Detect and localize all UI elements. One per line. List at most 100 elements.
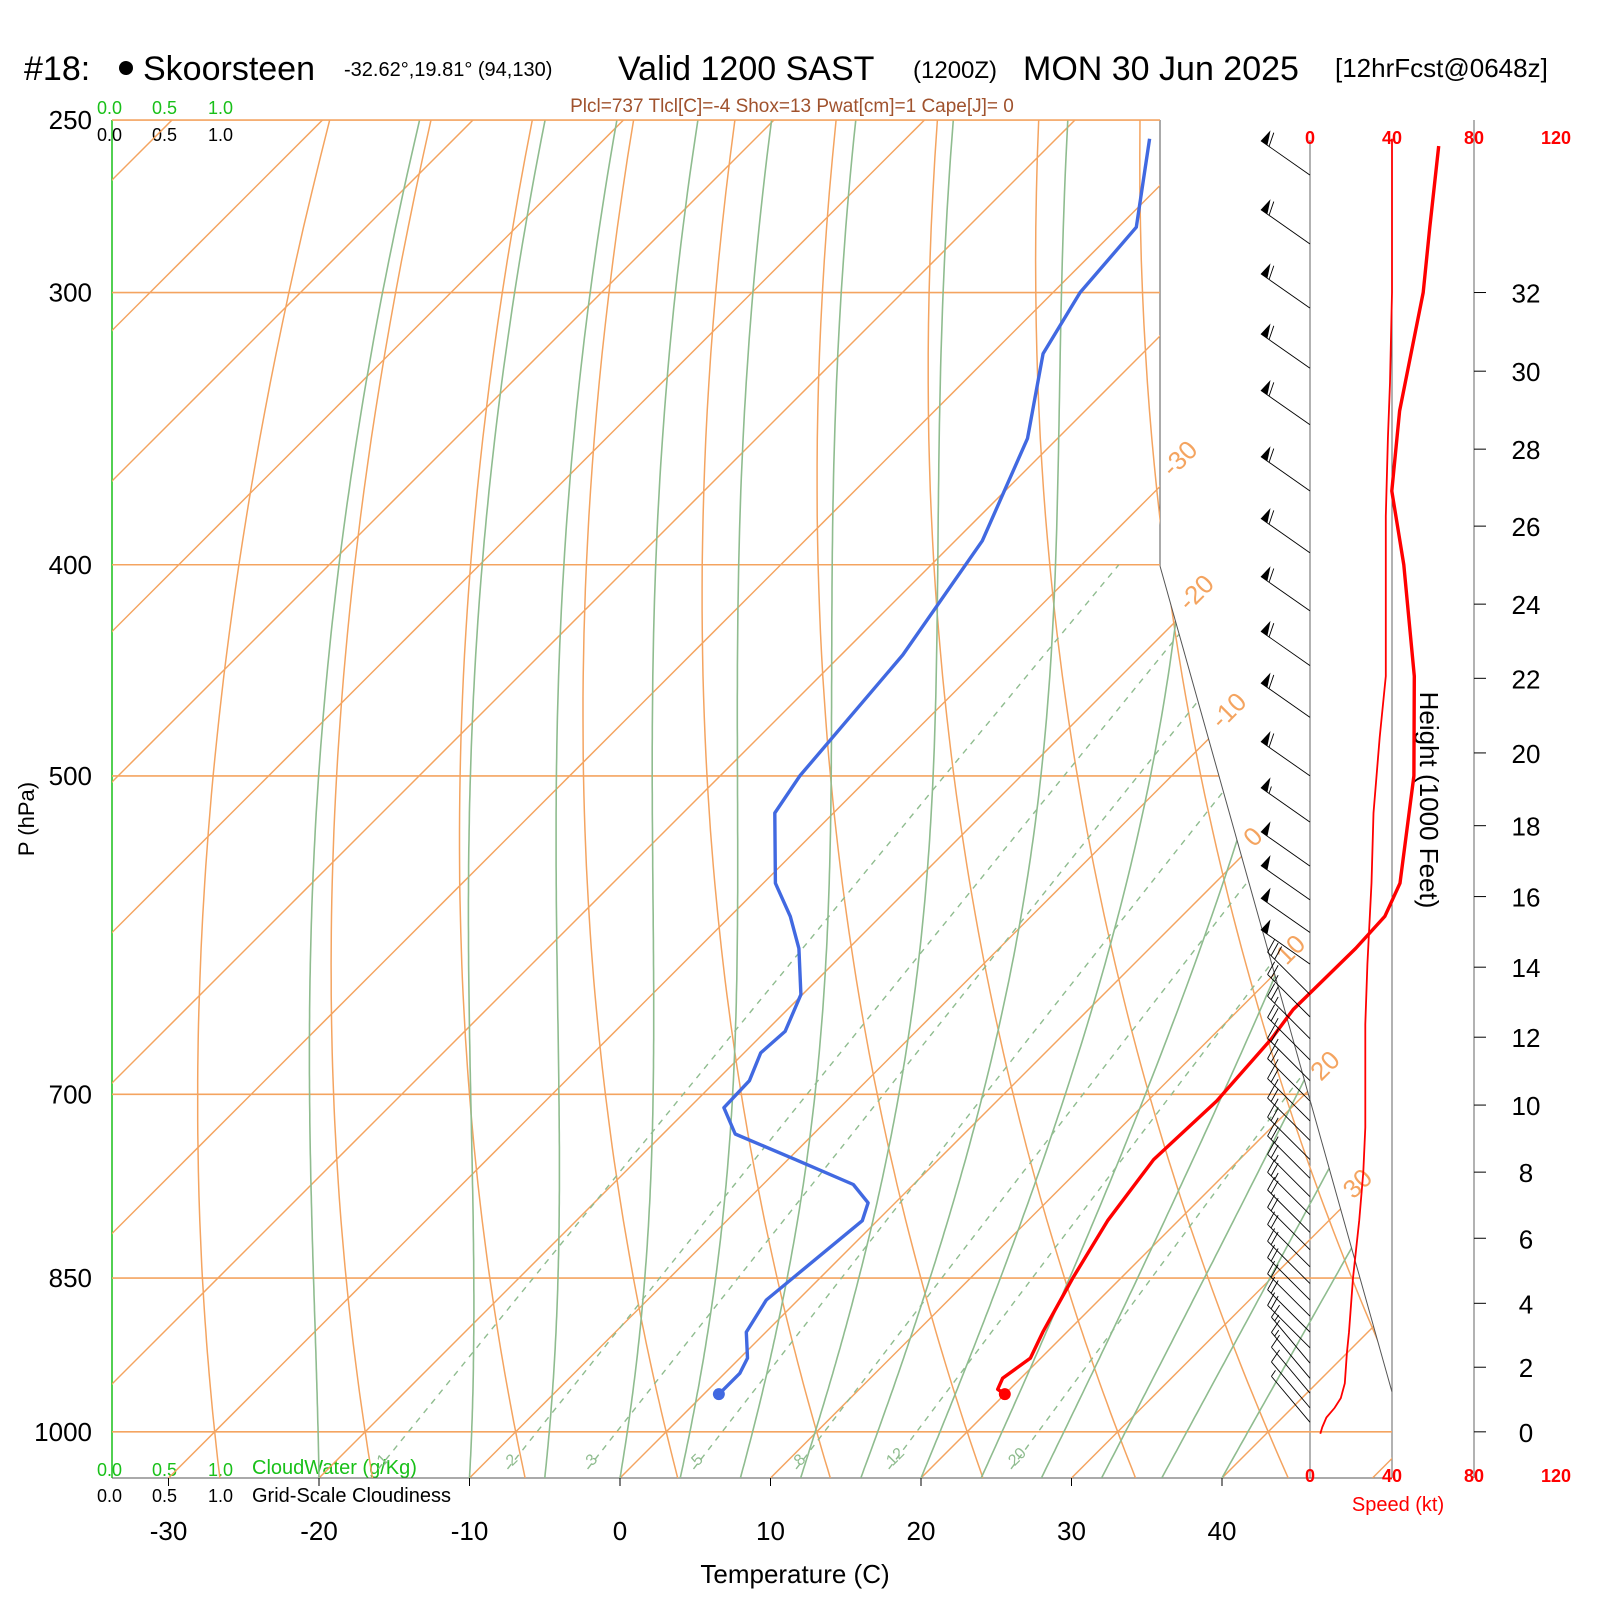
wind-barb-staff (1267, 974, 1311, 1018)
pressure-tick-label: 700 (49, 1079, 92, 1109)
wind-barb-staff (1260, 630, 1311, 667)
wind-barb-full (1270, 1180, 1279, 1194)
mixing-ratio-label: 2 (503, 1451, 521, 1469)
station-name: Skoorsteen (143, 50, 315, 88)
moist-adiabat-line (1040, 120, 1392, 1478)
moist-adiabat-line (799, 120, 955, 1478)
wind-barb (1271, 1349, 1311, 1409)
dry-adiabat-line (1444, 120, 1600, 1478)
cloudiness-tick-top: 1.0 (208, 125, 233, 145)
cloudiness-label: Grid-Scale Cloudiness (252, 1485, 451, 1507)
wind-barb-full (1268, 201, 1275, 216)
isotherm-label: 10 (1270, 929, 1312, 971)
wind-barb-full (1268, 382, 1275, 397)
height-tick-label: 20 (1512, 739, 1541, 769)
wind-barb-full (1267, 1194, 1276, 1208)
wind-barb-flag (1260, 919, 1271, 935)
wind-barb-staff (1267, 1135, 1311, 1179)
wind-barb-full (1271, 1320, 1280, 1333)
dry-adiabat-line (196, 120, 331, 1478)
pressure-tick-label: 400 (49, 550, 92, 580)
cloudwater-tick-bottom: 0.5 (152, 1460, 177, 1480)
isotherm-line (112, 120, 1227, 1478)
valid-time: Valid 1200 SAST (618, 50, 874, 88)
wind-barb-staff (1260, 865, 1311, 901)
wind-barb-half (1274, 1154, 1279, 1162)
height-axis-label: Height (1000 Feet) (1414, 692, 1444, 909)
wind-barb-half (1274, 1079, 1279, 1086)
cloudwater-tick-bottom: 1.0 (208, 1460, 233, 1480)
wind-barb-staff (1260, 929, 1311, 965)
station-dot-icon (119, 61, 133, 75)
x-tick-label: 10 (756, 1516, 785, 1546)
wind-barb (1267, 1292, 1311, 1349)
wind-barb (1271, 1320, 1311, 1379)
wind-barb-staff (1267, 1305, 1311, 1349)
mixing-ratio-line (795, 564, 1392, 1470)
wind-barb (1267, 939, 1311, 995)
wind-barb (1260, 731, 1311, 777)
wind-barb-full (1270, 942, 1279, 956)
height-tick-label: 0 (1519, 1418, 1533, 1448)
isotherm-line (112, 120, 625, 1478)
wind-barb-staff (1260, 576, 1311, 612)
moist-adiabat-line (739, 120, 857, 1478)
wind-barb-flag (1260, 508, 1271, 524)
cloudwater-tick-top: 1.0 (208, 98, 233, 118)
wind-barb (1267, 983, 1311, 1039)
stability-indices: Plcl=737 Tlcl[C]=-4 Shox=13 Pwat[cm]=1 C… (570, 96, 1014, 117)
wind-barb-flag (1260, 672, 1271, 688)
wind-barb-full (1267, 1292, 1276, 1306)
wind-barb-staff (1267, 1189, 1311, 1233)
wind-barb-full (1270, 1144, 1279, 1159)
moist-adiabat-line (679, 120, 773, 1478)
dry-adiabat-line (1545, 120, 1600, 1478)
wind-barb (1267, 1045, 1311, 1102)
wind-barb-staff (1260, 209, 1311, 245)
wind-barb (1267, 1122, 1311, 1179)
wind-barb-staff (1260, 273, 1311, 309)
wind-barb-flag (1260, 323, 1271, 339)
wind-barb-full (1267, 939, 1276, 953)
wind-barb-half (1271, 1370, 1276, 1377)
isotherm-line (167, 120, 1392, 1478)
wind-barb (1267, 1025, 1311, 1082)
dry-adiabat-line (927, 120, 1137, 1478)
dry-adiabat-line (1034, 120, 1289, 1478)
wind-barb-half (1274, 1059, 1279, 1066)
mixing-ratio-line (506, 564, 1237, 1470)
wind-barb-full (1267, 1065, 1276, 1079)
wind-barb-full (1270, 986, 1279, 1000)
wind-barb (1260, 130, 1311, 176)
speed-tick-label: 80 (1464, 1466, 1484, 1486)
wind-barb-full (1268, 623, 1275, 638)
height-tick-label: 24 (1512, 590, 1541, 620)
wind-barb (1260, 199, 1311, 245)
wind-barb-flag (1260, 855, 1271, 871)
wind-barb (1260, 263, 1311, 309)
axes: Temperature (C) P (hPa) Height (1000 Fee… (14, 105, 1571, 1589)
speed-tick-label: 80 (1464, 128, 1484, 148)
isotherm-line (112, 120, 474, 1478)
height-tick-label: 14 (1512, 953, 1541, 983)
wind-barb-half (1274, 1117, 1279, 1125)
wind-barb-full (1270, 1049, 1279, 1063)
isotherm-line (769, 120, 1392, 1478)
wind-barb-full (1270, 1028, 1279, 1043)
wind-barb (1260, 380, 1311, 426)
dry-adiabat-line (1139, 120, 1392, 1478)
wind-barb-full (1267, 1141, 1276, 1155)
wind-barb-half (1268, 786, 1272, 794)
wind-barb-staff (1260, 787, 1311, 823)
wind-barb-half (1274, 996, 1279, 1004)
wind-barb-full (1270, 1126, 1279, 1140)
wind-barb (1267, 1085, 1311, 1141)
isotherm-label: -10 (1205, 686, 1253, 734)
x-tick-label: 30 (1057, 1516, 1086, 1546)
x-tick-label: -30 (150, 1516, 188, 1546)
wind-barb-full (1268, 132, 1275, 147)
isotherm-line (1070, 120, 1392, 1478)
wind-barb-staff (1267, 995, 1311, 1039)
wind-barb-full (1268, 265, 1275, 280)
height-tick-label: 6 (1519, 1224, 1533, 1254)
